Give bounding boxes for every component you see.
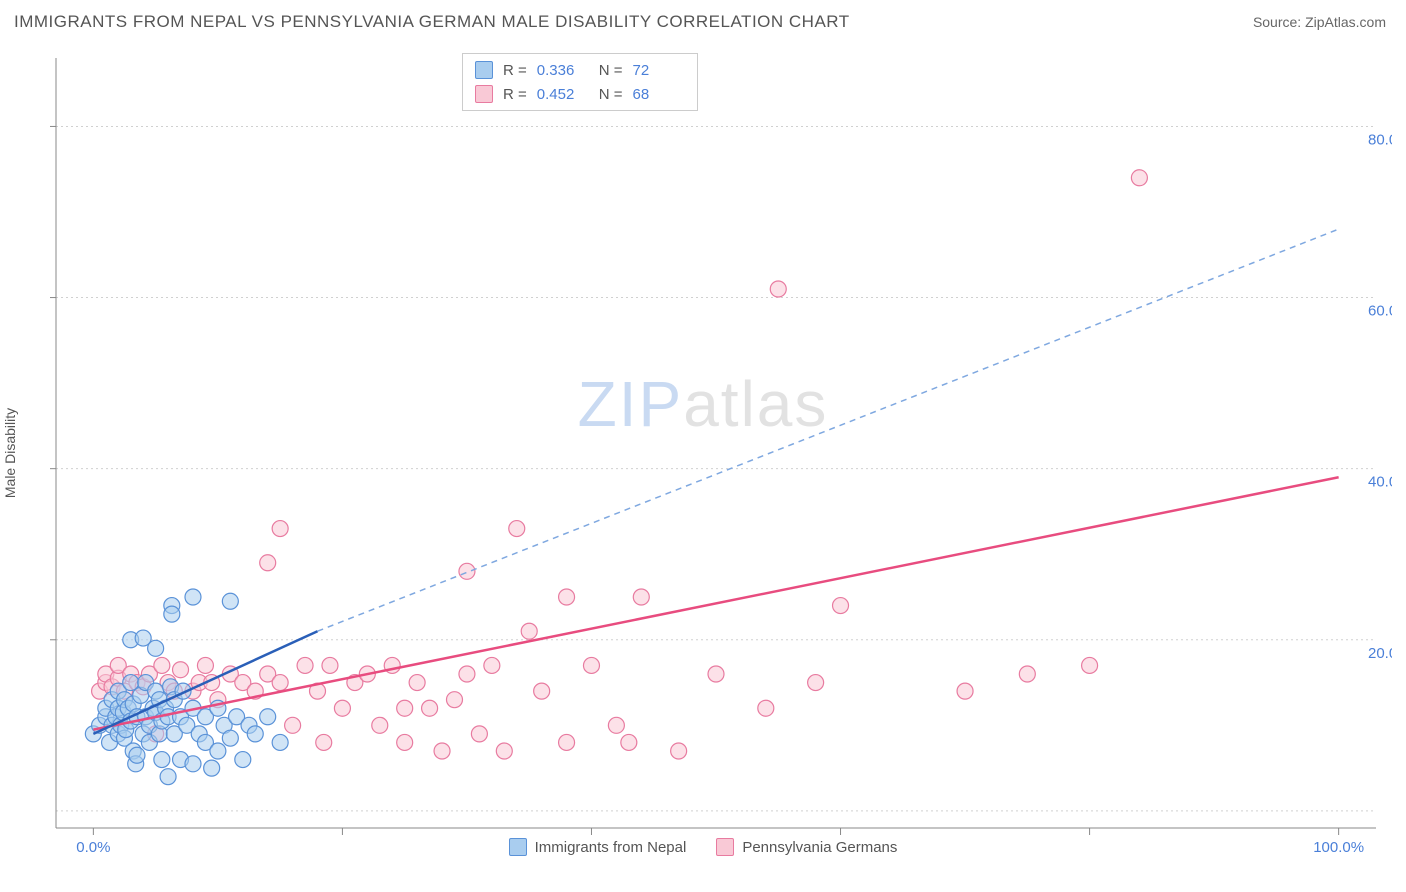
r-value: 0.336 <box>537 62 589 79</box>
legend-label: Pennsylvania Germans <box>742 839 897 856</box>
source-label: Source: <box>1253 14 1301 30</box>
svg-text:20.0%: 20.0% <box>1368 645 1392 662</box>
legend-row-blue: R = 0.336 N = 72 <box>475 58 685 82</box>
legend-swatch-blue <box>509 838 527 856</box>
source-link[interactable]: ZipAtlas.com <box>1305 14 1386 30</box>
scatter-chart: 0.0%100.0%20.0%40.0%60.0%80.0% <box>14 48 1392 858</box>
r-label: R = <box>503 86 527 103</box>
svg-text:40.0%: 40.0% <box>1368 474 1392 491</box>
legend-swatch-pink <box>716 838 734 856</box>
legend-item-pink: Pennsylvania Germans <box>716 838 897 856</box>
svg-text:80.0%: 80.0% <box>1368 131 1392 148</box>
svg-text:60.0%: 60.0% <box>1368 303 1392 320</box>
chart-title: IMMIGRANTS FROM NEPAL VS PENNSYLVANIA GE… <box>14 12 850 32</box>
correlation-legend: R = 0.336 N = 72 R = 0.452 N = 68 <box>462 53 698 111</box>
r-label: R = <box>503 62 527 79</box>
legend-swatch-blue <box>475 61 493 79</box>
n-value: 68 <box>633 86 685 103</box>
r-value: 0.452 <box>537 86 589 103</box>
n-value: 72 <box>633 62 685 79</box>
chart-container: Male Disability 0.0%100.0%20.0%40.0%60.0… <box>14 48 1392 858</box>
legend-item-blue: Immigrants from Nepal <box>509 838 687 856</box>
legend-row-pink: R = 0.452 N = 68 <box>475 82 685 106</box>
n-label: N = <box>599 86 623 103</box>
legend-label: Immigrants from Nepal <box>535 839 687 856</box>
n-label: N = <box>599 62 623 79</box>
source: Source: ZipAtlas.com <box>1253 14 1386 30</box>
series-legend: Immigrants from Nepal Pennsylvania Germa… <box>14 838 1392 856</box>
header: IMMIGRANTS FROM NEPAL VS PENNSYLVANIA GE… <box>0 0 1406 40</box>
legend-swatch-pink <box>475 85 493 103</box>
